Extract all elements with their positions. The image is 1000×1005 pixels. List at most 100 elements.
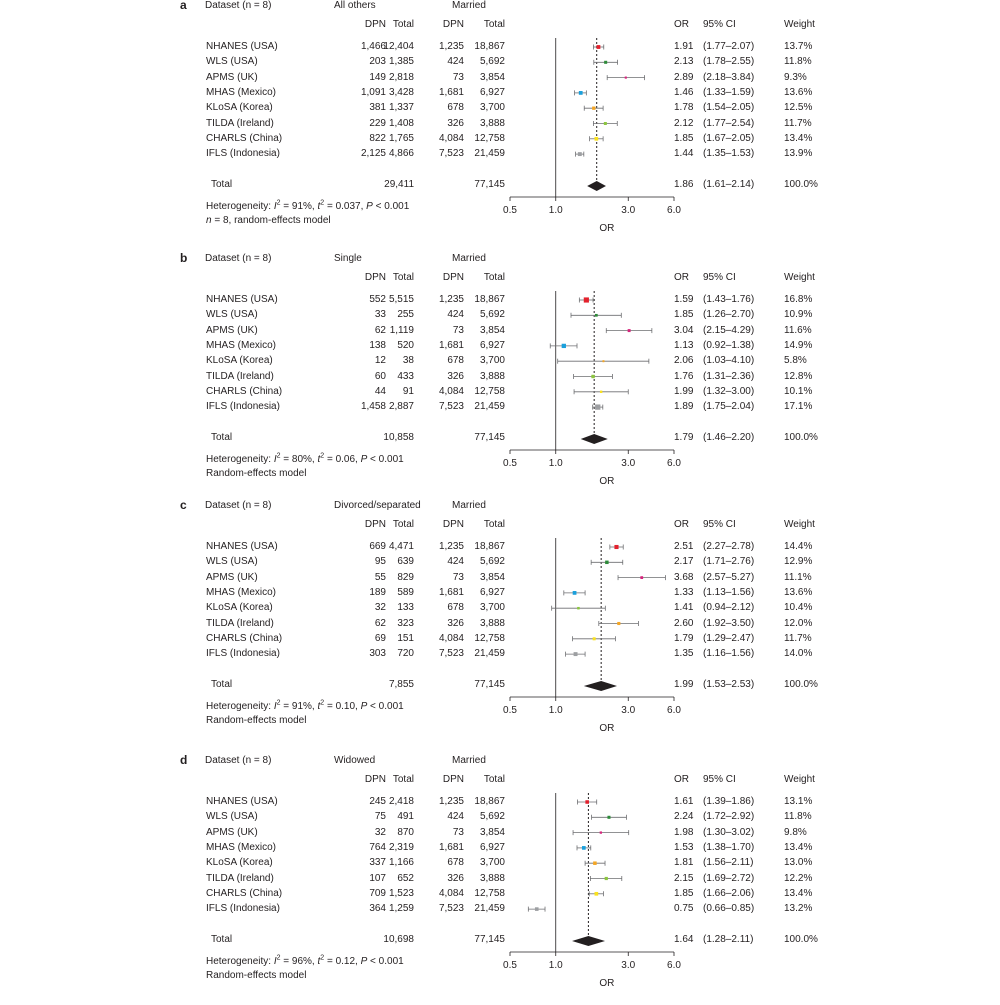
model-note: Random-effects model [206,468,306,480]
col-header-total-married: Total [483,19,505,30]
dpn-married-cell: 678 [447,602,464,614]
weight-cell: 13.2% [784,903,813,915]
total-group-cell: 5,515 [388,294,414,305]
x-tick-label: 1.0 [549,205,563,216]
or-cell: 0.75 [674,903,694,915]
pooled-weight: 100.0% [784,679,818,690]
total-married-cell: 3,700 [479,355,505,367]
total-group-cell: 4,471 [388,541,414,552]
or-cell: 1.81 [674,857,694,869]
dpn-group-cell: 32 [374,826,386,838]
dpn-group-cell: 44 [374,385,386,397]
total-married-cell: 5,692 [479,556,505,568]
weight-cell: 9.8% [784,826,807,838]
panel-letter: d [180,753,188,767]
total-married-cell: 3,700 [479,102,505,114]
study-name: TILDA (Ireland) [206,617,274,629]
total-group-sum: 10,698 [383,934,414,945]
dpn-married-cell: 1,235 [438,41,464,52]
col-header-dpn-married: DPN [442,774,464,785]
group-header: Single [334,253,362,264]
heterogeneity-tau-val: = 0.10, [324,701,361,712]
total-group-sum: 7,855 [388,679,414,690]
x-tick-label: 3.0 [621,205,635,216]
ci-cell: (1.16–1.56) [703,648,755,660]
col-header-or: OR [674,774,689,785]
model-note-n: n [206,215,212,226]
heterogeneity-note: Heterogeneity: I2 = 91%, t2 = 0.10, P < … [206,700,404,713]
model-note-text: Random-effects model [206,715,307,726]
heterogeneity-p: P [360,454,368,465]
weight-cell: 14.9% [784,339,813,351]
total-married-cell: 5,692 [479,56,505,68]
dpn-group-cell: 337 [369,857,386,869]
study-name: IFLS (Indonesia) [206,903,280,915]
total-group-cell: 652 [397,872,414,884]
total-married-cell: 6,927 [479,339,505,351]
study-name: CHARLS (China) [206,887,283,899]
total-label: Total [211,179,233,190]
weight-cell: 14.4% [784,541,813,552]
dpn-married-cell: 678 [447,355,464,367]
weight-cell: 13.6% [784,86,813,98]
point-estimate-box [599,831,602,834]
weight-cell: 16.8% [784,294,813,305]
total-group-cell: 639 [397,556,414,568]
weight-cell: 13.4% [784,887,813,899]
col-header-or: OR [674,19,689,30]
total-group-cell: 151 [397,632,414,644]
col-header-or: OR [674,519,689,530]
x-tick-label: 6.0 [667,205,681,216]
total-group-cell: 1,119 [389,324,414,336]
total-married-cell: 3,854 [479,71,505,83]
total-group-cell: 433 [397,370,414,382]
or-cell: 1.41 [674,602,694,614]
heterogeneity-p: P [360,701,368,712]
col-header-ci: 95% CI [703,272,736,283]
dpn-group-cell: 12 [374,355,386,367]
heterogeneity-p-val: < 0.001 [367,701,404,712]
point-estimate-box [614,544,619,550]
study-name: IFLS (Indonesia) [206,401,280,413]
or-cell: 2.89 [674,71,694,83]
dpn-married-cell: 4,084 [438,887,464,899]
or-cell: 1.91 [674,41,694,52]
or-cell: 1.59 [674,294,694,305]
total-married-cell: 12,758 [474,132,505,144]
dpn-married-cell: 424 [447,811,464,823]
dpn-married-cell: 326 [447,117,464,129]
col-header-dpn-married: DPN [442,272,464,283]
point-estimate-box [573,652,578,657]
dpn-married-cell: 678 [447,857,464,869]
col-header-ci: 95% CI [703,774,736,785]
group-header: All others [334,0,376,11]
study-name: WLS (USA) [206,56,258,68]
pooled-diamond [587,181,606,191]
point-estimate-box [577,606,580,610]
x-tick-label: 6.0 [667,705,681,716]
total-group-cell: 589 [397,586,414,598]
point-estimate-box [593,861,597,865]
heterogeneity-tau-val: = 0.037, [324,201,367,212]
total-married-cell: 12,758 [474,632,505,644]
heterogeneity-note: Heterogeneity: I2 = 91%, t2 = 0.037, P <… [206,200,409,213]
weight-cell: 13.7% [784,41,813,52]
point-estimate-box [603,121,607,126]
total-married-cell: 18,867 [474,796,505,807]
weight-cell: 12.2% [784,872,813,884]
heterogeneity-i2: I [273,956,277,967]
dpn-married-cell: 326 [447,617,464,629]
dpn-group-cell: 60 [374,370,386,382]
total-group-cell: 1,166 [388,857,414,869]
pooled-ci: (1.53–2.53) [703,679,755,690]
ci-cell: (1.77–2.54) [703,117,755,129]
point-estimate-box [561,343,566,349]
total-group-cell: 3,428 [388,86,414,98]
reference-header: Married [452,500,486,511]
dpn-group-cell: 245 [369,796,386,807]
reference-header: Married [452,755,486,766]
or-cell: 1.53 [674,841,694,853]
dpn-group-cell: 55 [374,571,386,583]
weight-cell: 11.7% [784,117,812,129]
col-header-or: OR [674,272,689,283]
